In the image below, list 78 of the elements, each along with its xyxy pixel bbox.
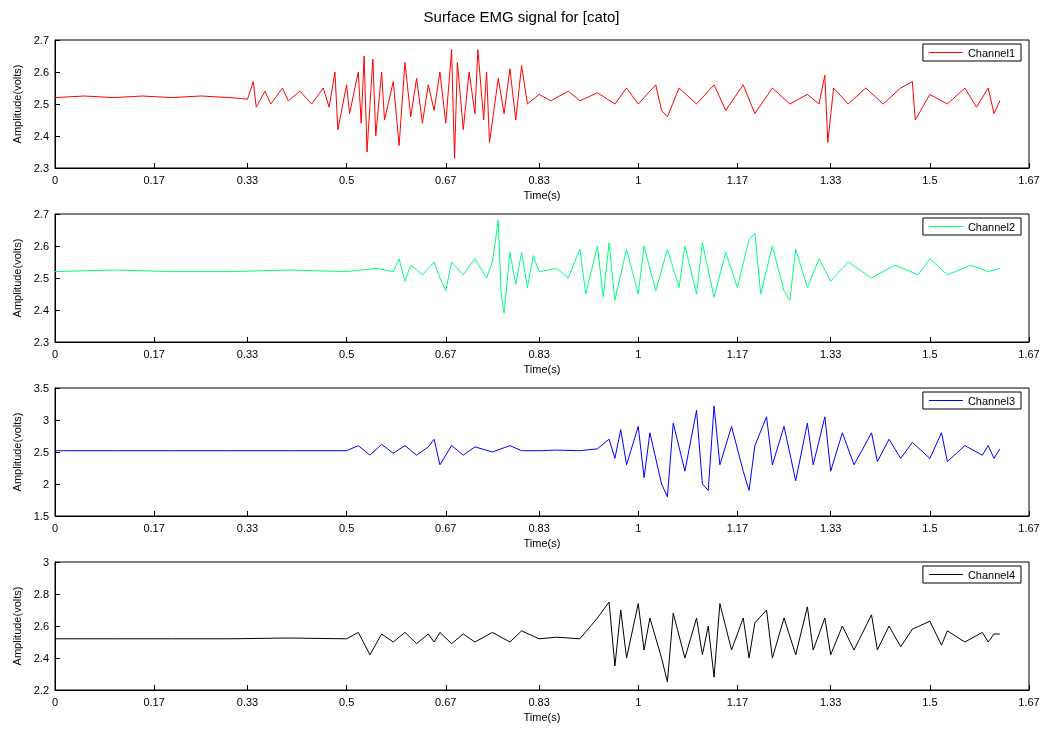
x-tick-label: 0.83 <box>528 695 550 708</box>
x-tick-label: 1.17 <box>726 347 749 360</box>
x-tick-label: 1.67 <box>1018 695 1040 708</box>
y-tick-label: 1.5 <box>33 510 49 522</box>
x-tick-label: 0.67 <box>435 695 457 708</box>
x-tick-label: 0.83 <box>528 521 550 534</box>
x-tick-label: 0 <box>51 173 59 186</box>
legend-label: Channel3 <box>967 394 1015 407</box>
y-axis-title: Amplitude(volts) <box>11 586 24 666</box>
y-tick-label: 2.8 <box>33 588 49 600</box>
x-tick-label: 1.33 <box>819 173 842 186</box>
x-tick-label: 1.33 <box>819 521 842 534</box>
x-tick-label: 0 <box>51 695 59 708</box>
x-tick-label: 0.17 <box>143 695 165 708</box>
x-tick-label: 1.67 <box>1018 347 1040 360</box>
y-axis-title: Amplitude(volts) <box>11 238 24 318</box>
x-tick-label: 1.17 <box>726 521 749 534</box>
y-tick-label: 2.3 <box>33 162 49 174</box>
x-tick-label: 0.17 <box>143 173 165 186</box>
y-tick-label: 2.5 <box>33 446 49 458</box>
y-tick-label: 2.6 <box>33 66 49 78</box>
x-tick-label: 0.17 <box>143 521 165 534</box>
x-tick-label: 1.33 <box>819 695 842 708</box>
x-tick-label: 0 <box>51 347 59 360</box>
x-tick-label: 1.5 <box>922 695 938 708</box>
x-tick-label: 0.33 <box>236 173 259 186</box>
x-tick-label: 1 <box>635 695 642 708</box>
legend-label: Channel4 <box>967 568 1015 581</box>
y-tick-label: 2.5 <box>33 272 49 284</box>
y-axis-title: Amplitude(volts) <box>11 64 24 144</box>
x-tick-label: 1.67 <box>1018 173 1040 186</box>
y-tick-label: 2 <box>42 478 49 490</box>
x-tick-label: 0.33 <box>236 521 259 534</box>
y-axis-title: Amplitude(volts) <box>11 412 24 492</box>
x-tick-label: 0.5 <box>338 695 355 708</box>
y-tick-label: 2.3 <box>33 336 49 348</box>
y-tick-label: 3 <box>42 556 49 568</box>
x-axis-title: Time(s) <box>523 189 561 202</box>
y-tick-label: 2.4 <box>33 304 49 316</box>
x-tick-label: 0.33 <box>236 347 259 360</box>
x-tick-label: 0.33 <box>236 695 259 708</box>
x-tick-label: 1 <box>635 347 642 360</box>
x-tick-label: 1.5 <box>922 521 938 534</box>
y-tick-label: 2.6 <box>33 240 49 252</box>
x-tick-label: 1.17 <box>726 173 749 186</box>
x-tick-label: 0.5 <box>338 173 355 186</box>
x-tick-label: 1.5 <box>922 347 938 360</box>
y-tick-label: 2.6 <box>33 620 49 632</box>
x-tick-label: 0.5 <box>338 347 355 360</box>
x-tick-label: 0.67 <box>435 521 457 534</box>
x-axis-title: Time(s) <box>523 537 561 550</box>
x-tick-label: 0.83 <box>528 347 550 360</box>
x-tick-label: 1.17 <box>726 695 749 708</box>
x-tick-label: 1.67 <box>1018 521 1040 534</box>
y-tick-label: 2.7 <box>33 34 49 46</box>
y-tick-label: 3 <box>42 414 49 426</box>
y-tick-label: 2.5 <box>33 98 49 110</box>
line-series <box>54 405 1001 498</box>
x-tick-label: 0.67 <box>435 173 457 186</box>
y-tick-label: 3.5 <box>33 382 49 394</box>
x-tick-label: 0.67 <box>435 347 457 360</box>
y-tick-label: 2.7 <box>33 208 49 220</box>
x-tick-label: 1 <box>635 521 642 534</box>
x-tick-label: 0.17 <box>143 347 165 360</box>
x-tick-label: 0.83 <box>528 173 550 186</box>
legend-label: Channel2 <box>967 220 1015 233</box>
x-tick-label: 0.5 <box>338 521 355 534</box>
x-axis-title: Time(s) <box>523 363 561 376</box>
x-tick-label: 1.5 <box>922 173 938 186</box>
y-tick-label: 2.2 <box>33 684 49 696</box>
x-axis-title: Time(s) <box>523 711 561 724</box>
chart-title: Surface EMG signal for [cato] <box>422 7 621 27</box>
x-tick-label: 0 <box>51 521 59 534</box>
x-tick-label: 1.33 <box>819 347 842 360</box>
y-tick-label: 2.4 <box>33 130 49 142</box>
x-tick-label: 1 <box>635 173 642 186</box>
y-tick-label: 2.4 <box>33 652 49 664</box>
legend-label: Channel1 <box>967 46 1015 59</box>
